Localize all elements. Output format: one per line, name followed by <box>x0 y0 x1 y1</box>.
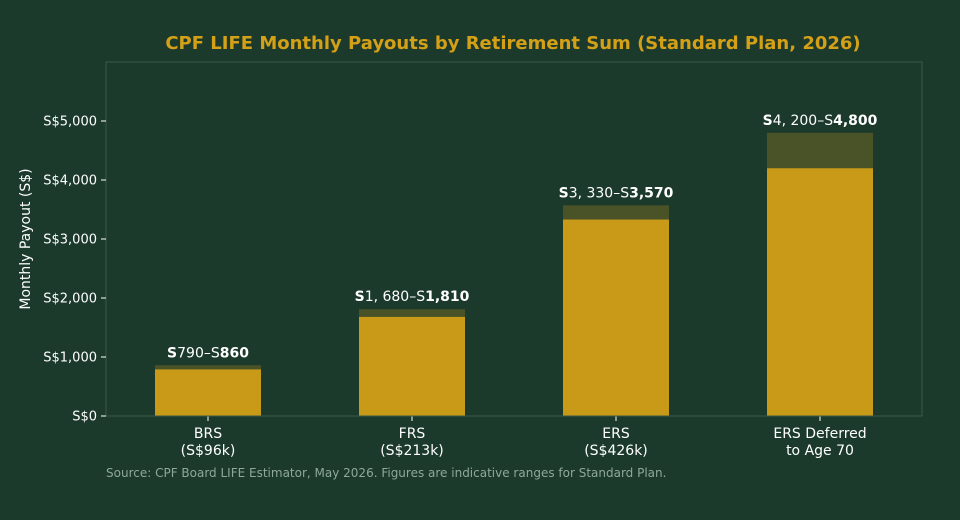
data-label: S4, 200–S4,800 <box>763 113 878 129</box>
x-tick-label: to Age 70 <box>786 443 854 459</box>
x-tick-label: (S$213k) <box>380 443 444 459</box>
bar-range <box>767 132 873 169</box>
data-label: S790–S860 <box>167 345 249 361</box>
data-label: S3, 330–S3,570 <box>559 185 674 201</box>
bar-range <box>155 365 261 370</box>
data-label: S1, 680–S1,810 <box>355 289 470 305</box>
y-tick-label: S$5,000 <box>43 115 97 130</box>
y-axis-label: Monthly Payout (S$) <box>18 168 34 309</box>
x-axis: BRS(S$96k) FRS(S$213k) ERS(S$426k) ERS Defe… <box>106 415 922 459</box>
bar <box>359 316 465 416</box>
y-tick-label: S$4,000 <box>43 174 97 189</box>
bar <box>155 369 261 416</box>
bars <box>155 132 873 416</box>
x-tick-label: FRS <box>399 426 426 442</box>
x-tick-label: BRS <box>194 426 222 442</box>
source-note: Source: CPF Board LIFE Estimator, May 20… <box>106 466 666 480</box>
bar <box>563 219 669 416</box>
y-tick-label: S$2,000 <box>43 292 97 307</box>
y-tick-label: S$0 <box>72 410 97 425</box>
y-tick-label: S$1,000 <box>43 351 97 366</box>
x-tick-label: (S$426k) <box>584 443 648 459</box>
y-tick-label: S$3,000 <box>43 233 97 248</box>
x-tick-label: ERS <box>602 426 630 442</box>
bar <box>767 168 873 416</box>
bar-range <box>563 205 669 220</box>
chart-title: CPF LIFE Monthly Payouts by Retirement S… <box>165 33 860 54</box>
y-axis: S$0 S$1,000 S$2,000 S$3,000 S$4,000 S$5,000 <box>43 115 106 425</box>
bar-range <box>359 309 465 317</box>
x-tick-label: ERS Deferred <box>773 426 866 442</box>
x-tick-label: (S$96k) <box>181 443 236 459</box>
data-labels: S790–S860 S1, 680–S1,810 S3, 330–S3,570 S4,… <box>167 113 878 361</box>
